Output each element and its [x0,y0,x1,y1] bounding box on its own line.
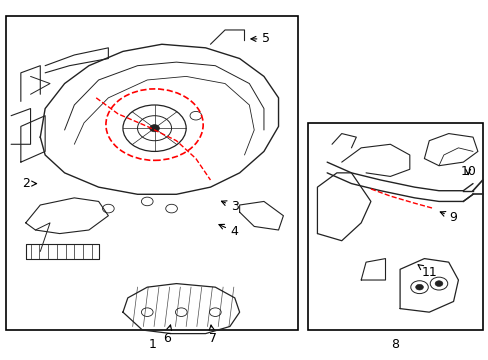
Text: 1: 1 [148,338,156,351]
Circle shape [415,284,423,290]
Text: 7: 7 [208,325,217,346]
Text: 3: 3 [221,200,238,213]
Text: 4: 4 [219,224,238,238]
Text: 6: 6 [163,325,171,346]
Bar [6,16,297,330]
Text: 11: 11 [417,265,436,279]
Text: 9: 9 [439,211,457,224]
Circle shape [434,281,442,287]
Text: 2: 2 [22,177,37,190]
Text: 10: 10 [459,165,475,177]
Text: 5: 5 [250,32,270,45]
Text: 8: 8 [390,338,398,351]
Circle shape [149,125,159,132]
Bar [307,123,482,330]
